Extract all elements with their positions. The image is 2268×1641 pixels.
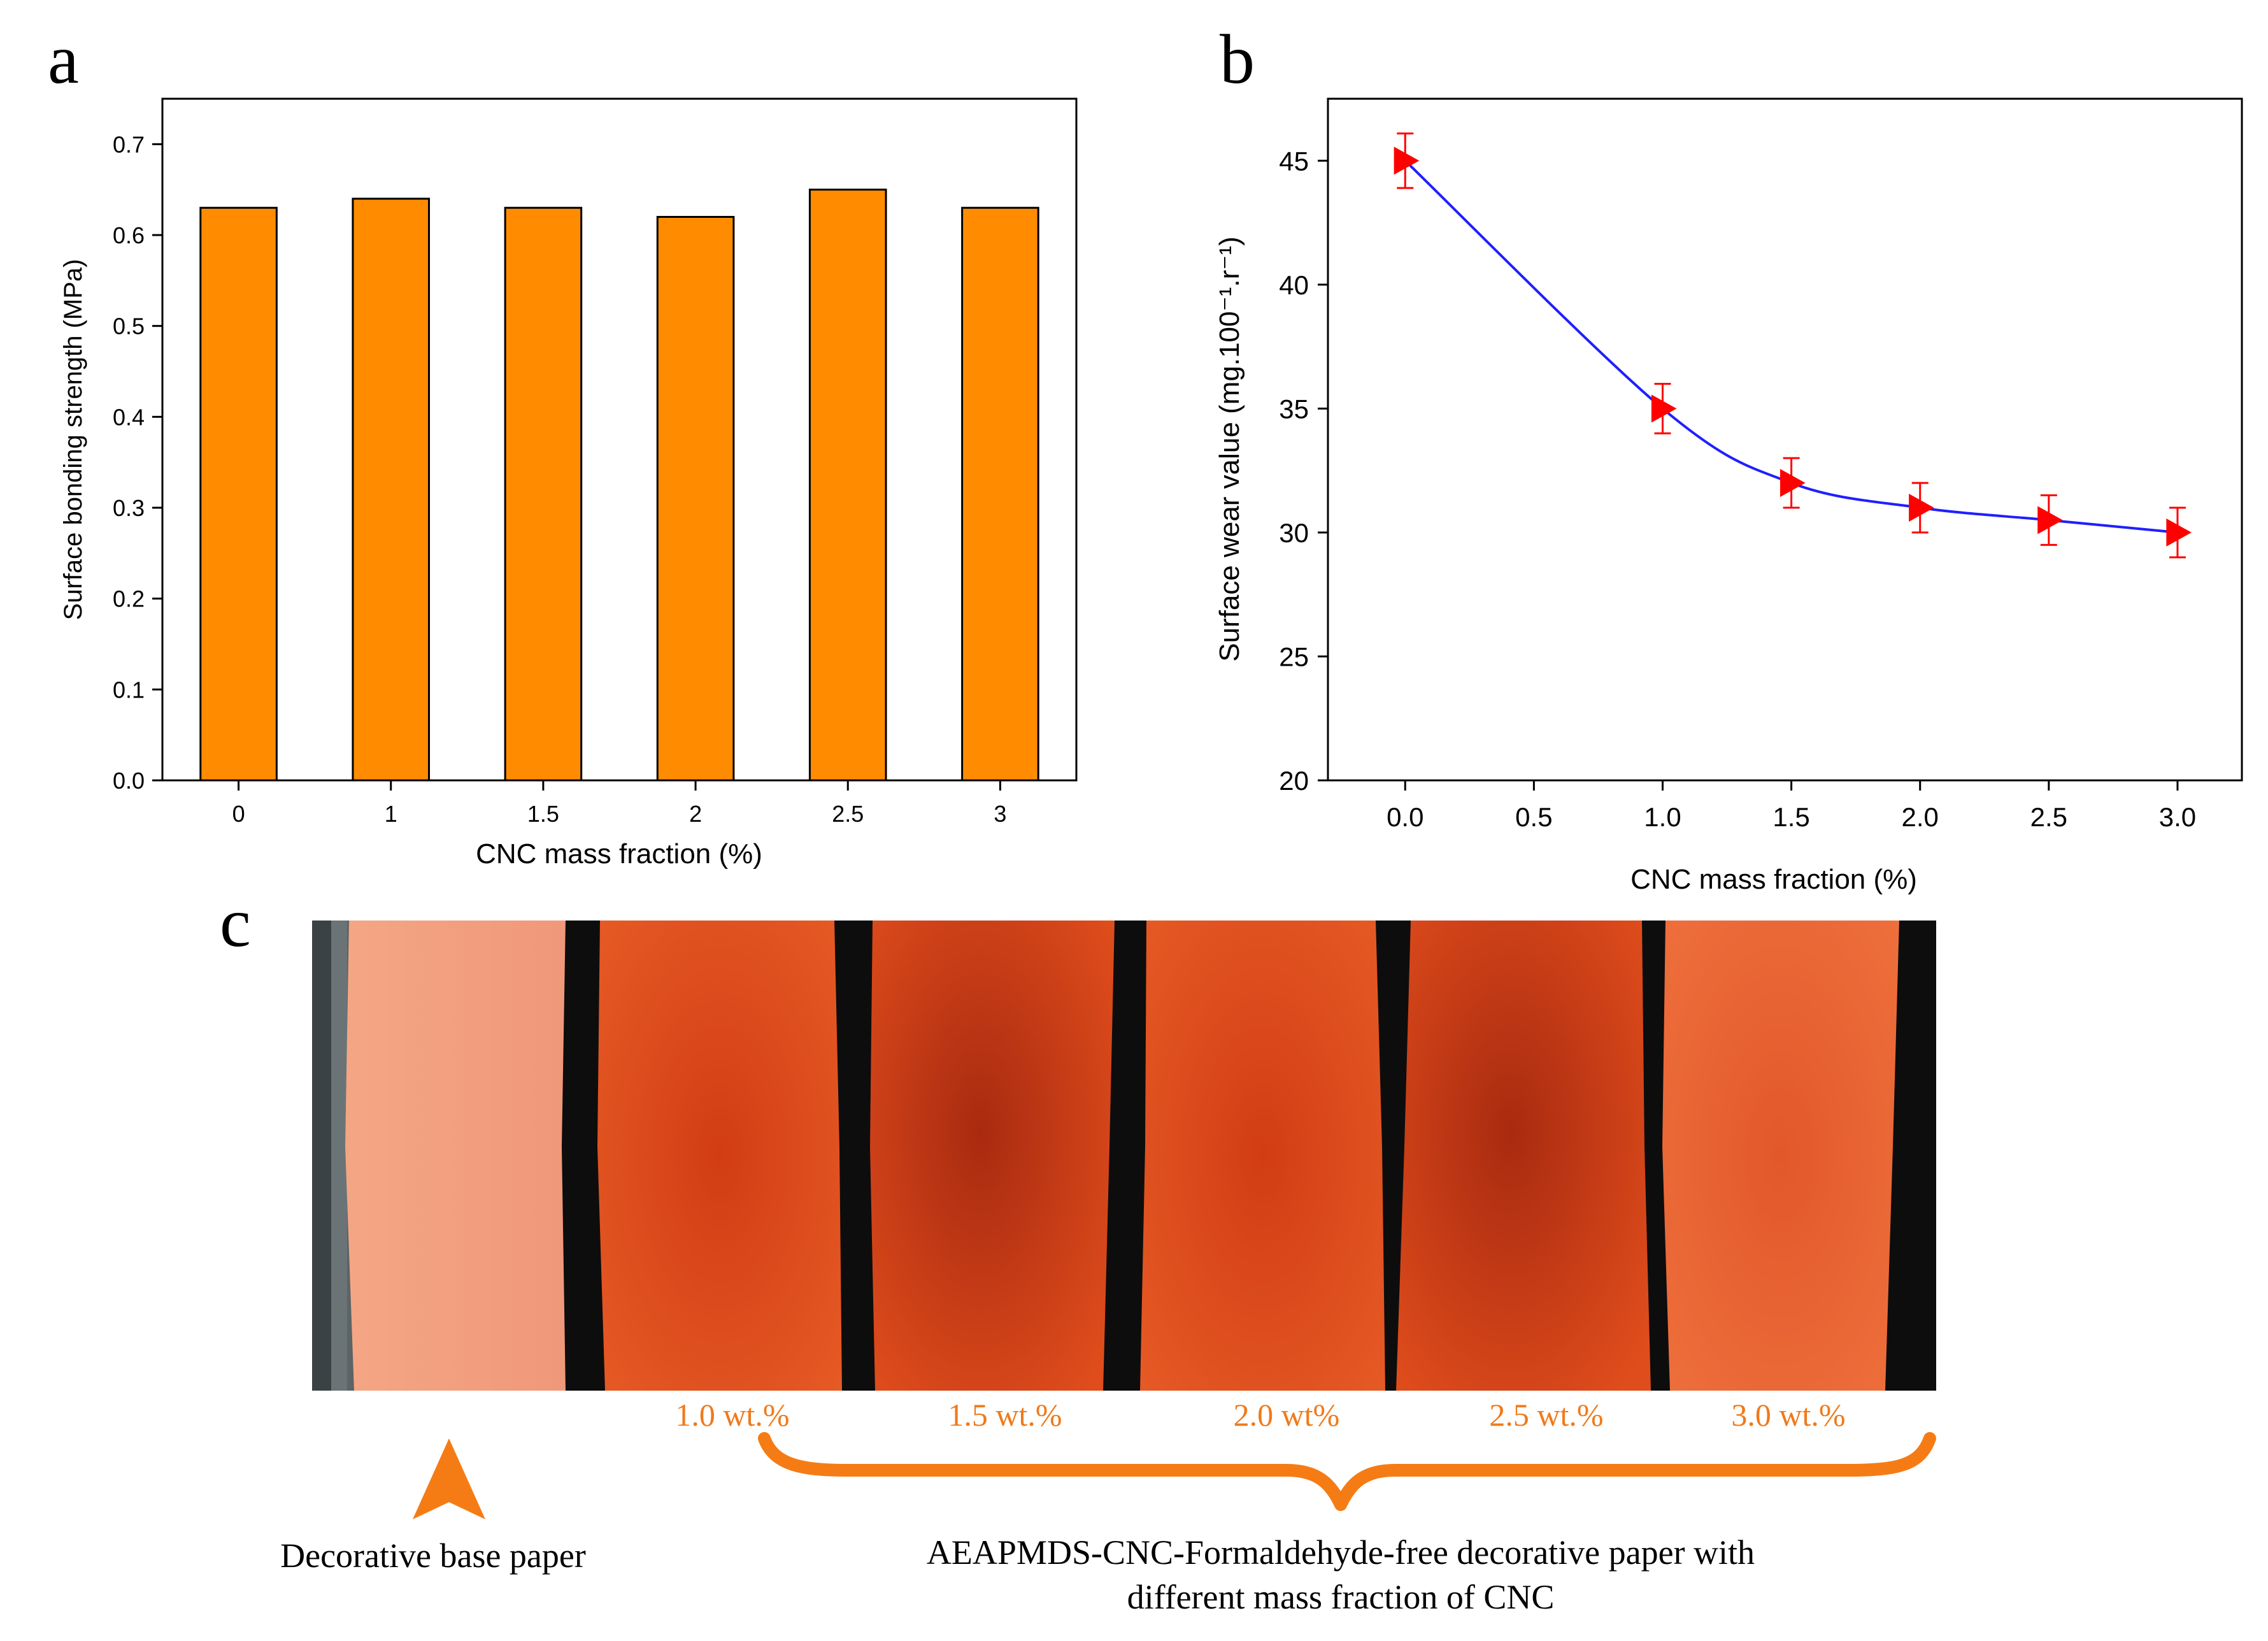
sample-label-1: 1.0 wt.% bbox=[675, 1397, 789, 1433]
sample-label-3: 2.0 wt% bbox=[1234, 1397, 1340, 1433]
group-caption-line1: AEAPMDS-CNC-Formaldehyde-free decorative… bbox=[927, 1533, 1755, 1572]
sample-labels: 1.0 wt.% 1.5 wt.% 2.0 wt% 2.5 wt.% 3.0 w… bbox=[675, 1397, 1845, 1433]
base-paper-strip bbox=[345, 921, 566, 1391]
data-point-4 bbox=[2037, 506, 2063, 534]
y-axis-title-b: Surface wear value (mg.100⁻¹.r⁻¹) bbox=[1214, 236, 1245, 662]
data-point-3 bbox=[1909, 494, 1934, 522]
bar-5 bbox=[961, 206, 1039, 782]
sample-strip-1 bbox=[597, 921, 842, 1391]
bar-4 bbox=[808, 189, 887, 782]
data-point-5 bbox=[2166, 518, 2192, 547]
x-tick-label-a-0: 0 bbox=[232, 801, 245, 827]
x-tick-label-b-5: 2.5 bbox=[2030, 802, 2067, 832]
panel-c-letter: c bbox=[220, 884, 251, 961]
panel-a-letter: a bbox=[48, 20, 79, 98]
x-tick-label-b-4: 2.0 bbox=[1902, 802, 1939, 832]
y-tick-label-a-3: 0.3 bbox=[113, 495, 145, 521]
y-tick-label-b-4: 40 bbox=[1279, 270, 1309, 300]
x-axis-title-a: CNC mass fraction (%) bbox=[476, 838, 762, 870]
base-paper-arrow-icon bbox=[413, 1438, 485, 1519]
x-tick-label-a-2: 1.5 bbox=[527, 801, 559, 827]
group-caption-line2: different mass fraction of CNC bbox=[1127, 1578, 1555, 1616]
x-tick-label-a-4: 2.5 bbox=[832, 801, 864, 827]
y-tick-label-b-1: 25 bbox=[1279, 641, 1309, 671]
sample-label-4: 2.5 wt.% bbox=[1489, 1397, 1603, 1433]
y-tick-label-b-3: 35 bbox=[1279, 394, 1309, 424]
x-tick-label-a-5: 3 bbox=[994, 801, 1006, 827]
bar-3 bbox=[656, 215, 735, 782]
y-axis-title-a: Surface bonding strength (MPa) bbox=[59, 259, 87, 620]
bar-1 bbox=[352, 197, 431, 782]
y-tick-label-a-6: 0.6 bbox=[113, 222, 145, 248]
sample-strip-2 bbox=[870, 921, 1115, 1391]
y-tick-label-a-7: 0.7 bbox=[113, 131, 145, 157]
y-tick-label-b-5: 45 bbox=[1279, 146, 1309, 176]
sample-label-5: 3.0 wt.% bbox=[1731, 1397, 1845, 1433]
x-tick-label-b-1: 0.5 bbox=[1515, 802, 1552, 832]
y-tick-label-b-0: 20 bbox=[1279, 766, 1309, 796]
bar-2 bbox=[504, 206, 583, 782]
data-point-0 bbox=[1394, 147, 1420, 175]
y-tick-label-a-0: 0.0 bbox=[113, 768, 145, 794]
sample-label-2: 1.5 wt.% bbox=[948, 1397, 1062, 1433]
x-tick-label-b-6: 3.0 bbox=[2159, 802, 2196, 832]
y-tick-label-b-2: 30 bbox=[1279, 518, 1309, 548]
y-tick-label-a-5: 0.5 bbox=[113, 313, 145, 340]
x-tick-label-a-1: 1 bbox=[385, 801, 397, 827]
panel-b-letter: b bbox=[1220, 20, 1255, 98]
group-brace-icon bbox=[758, 1432, 1936, 1511]
paper-samples-photo bbox=[312, 921, 1936, 1391]
base-paper-caption: Decorative base paper bbox=[280, 1537, 586, 1575]
line-chart-wear-value: 20 25 30 35 40 45 0.0 0.5 1.0 1.5 2.0 2.5 3.0 CNC m… bbox=[1214, 97, 2243, 895]
x-tick-label-b-2: 1.0 bbox=[1644, 802, 1681, 832]
data-point-2 bbox=[1780, 469, 1806, 498]
x-axis-title-b: CNC mass fraction (%) bbox=[1630, 864, 1917, 895]
y-tick-label-a-4: 0.4 bbox=[113, 404, 145, 430]
x-tick-label-a-3: 2 bbox=[689, 801, 702, 827]
x-tick-label-b-0: 0.0 bbox=[1387, 802, 1423, 832]
sample-strip-4 bbox=[1396, 921, 1651, 1391]
y-tick-label-a-1: 0.1 bbox=[113, 677, 145, 703]
data-point-1 bbox=[1651, 394, 1677, 423]
bar-0 bbox=[199, 206, 278, 782]
plot-frame-b bbox=[1327, 97, 2243, 782]
plot-frame-a bbox=[161, 97, 1078, 782]
bar-chart-bonding-strength: 0.0 0.1 0.2 0.3 0.4 0.5 0.6 0.7 0 1 1.5 2 2.5 3 CNC … bbox=[59, 97, 1078, 870]
sample-strip-3 bbox=[1140, 921, 1385, 1391]
x-tick-label-b-3: 1.5 bbox=[1772, 802, 1809, 832]
sample-strip-5 bbox=[1662, 921, 1899, 1391]
y-tick-label-a-2: 0.2 bbox=[113, 586, 145, 612]
